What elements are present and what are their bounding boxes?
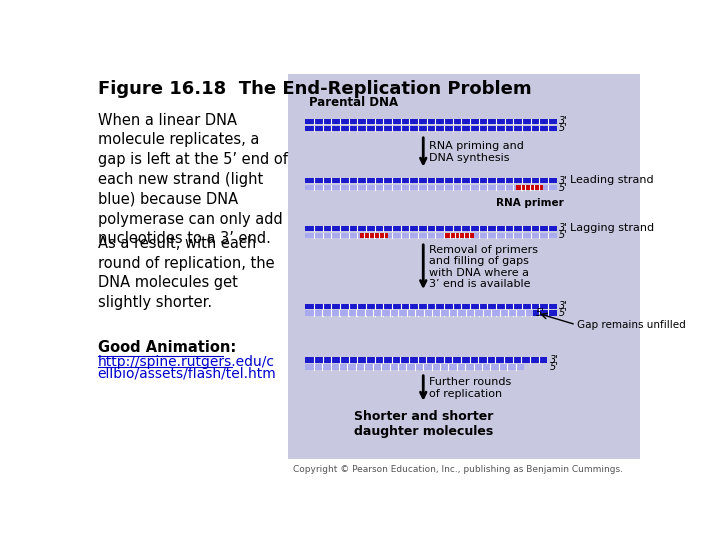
FancyBboxPatch shape bbox=[305, 185, 557, 190]
Text: Leading strand: Leading strand bbox=[570, 176, 654, 185]
FancyBboxPatch shape bbox=[445, 233, 474, 238]
Text: 3': 3' bbox=[559, 117, 568, 126]
Text: 3': 3' bbox=[549, 355, 559, 365]
FancyBboxPatch shape bbox=[516, 185, 544, 190]
FancyBboxPatch shape bbox=[305, 226, 557, 231]
FancyBboxPatch shape bbox=[305, 178, 557, 184]
Text: RNA primer: RNA primer bbox=[496, 198, 564, 208]
Text: http://spine.rutgers.edu/c: http://spine.rutgers.edu/c bbox=[98, 355, 275, 369]
FancyBboxPatch shape bbox=[305, 310, 557, 316]
Text: 5': 5' bbox=[559, 231, 568, 240]
Text: Good Animation:: Good Animation: bbox=[98, 340, 236, 355]
Text: 3': 3' bbox=[559, 224, 568, 233]
FancyBboxPatch shape bbox=[305, 364, 524, 370]
FancyBboxPatch shape bbox=[305, 303, 557, 309]
FancyBboxPatch shape bbox=[305, 310, 534, 316]
Text: Copyright © Pearson Education, Inc., publishing as Benjamin Cummings.: Copyright © Pearson Education, Inc., pub… bbox=[293, 465, 623, 475]
Text: 5': 5' bbox=[559, 183, 568, 193]
FancyBboxPatch shape bbox=[305, 357, 547, 363]
Text: Gap remains unfilled: Gap remains unfilled bbox=[577, 320, 686, 330]
Text: RNA priming and
DNA synthesis: RNA priming and DNA synthesis bbox=[429, 141, 524, 163]
FancyBboxPatch shape bbox=[305, 233, 557, 238]
Text: Parental DNA: Parental DNA bbox=[310, 96, 398, 109]
Text: Lagging strand: Lagging strand bbox=[570, 223, 654, 233]
Text: Removal of primers
and filling of gaps
with DNA where a
3’ end is available: Removal of primers and filling of gaps w… bbox=[429, 245, 539, 289]
Text: When a linear DNA
molecule replicates, a
gap is left at the 5’ end of
each new s: When a linear DNA molecule replicates, a… bbox=[98, 112, 287, 246]
Text: 5': 5' bbox=[549, 362, 559, 372]
Text: 3': 3' bbox=[559, 301, 568, 311]
Text: Further rounds
of replication: Further rounds of replication bbox=[429, 377, 512, 399]
Text: As a result, with each
round of replication, the
DNA molecules get
slightly shor: As a result, with each round of replicat… bbox=[98, 236, 274, 310]
FancyBboxPatch shape bbox=[305, 119, 557, 124]
Text: 5': 5' bbox=[559, 308, 568, 318]
FancyBboxPatch shape bbox=[287, 74, 640, 459]
FancyBboxPatch shape bbox=[360, 233, 388, 238]
Text: Shorter and shorter
daughter molecules: Shorter and shorter daughter molecules bbox=[354, 410, 493, 438]
FancyBboxPatch shape bbox=[305, 126, 557, 131]
Text: Figure 16.18  The End-Replication Problem: Figure 16.18 The End-Replication Problem bbox=[98, 80, 531, 98]
Text: 5': 5' bbox=[559, 123, 568, 133]
Text: ellbio/assets/flash/tel.htm: ellbio/assets/flash/tel.htm bbox=[98, 367, 276, 381]
Text: 3': 3' bbox=[559, 176, 568, 186]
Text: 5': 5' bbox=[536, 308, 544, 318]
